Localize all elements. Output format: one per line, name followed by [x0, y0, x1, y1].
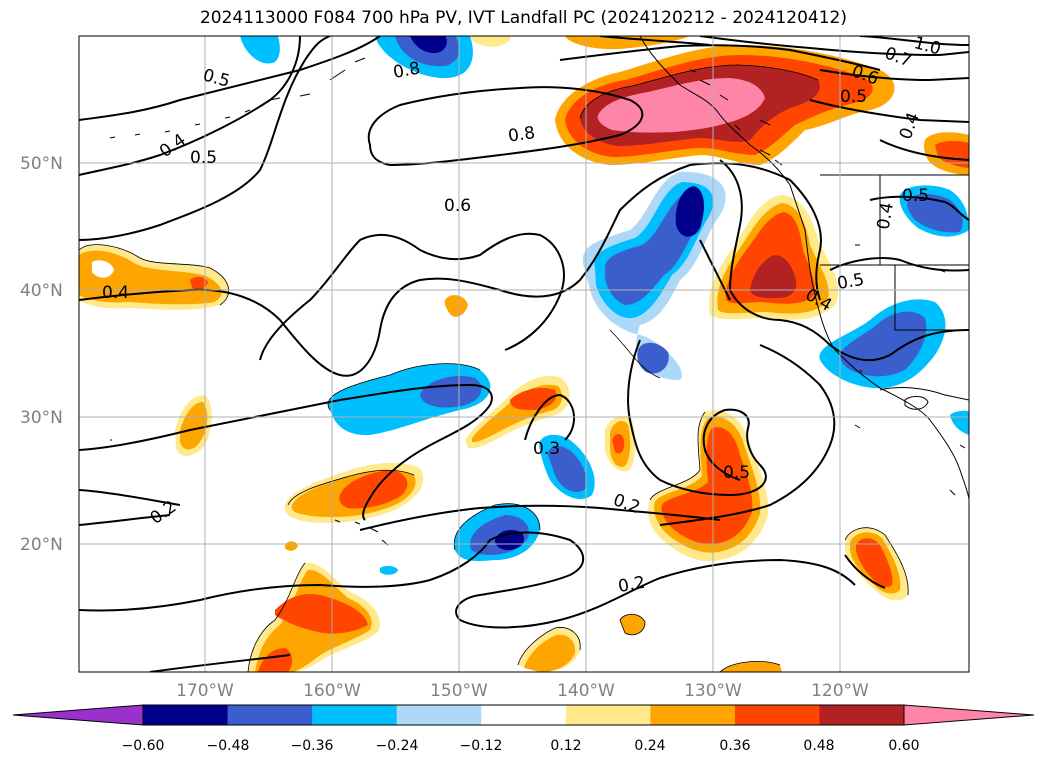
- colorbar-swatch: [734, 705, 820, 725]
- shading-outlines: [79, 64, 909, 672]
- contour-label: 0.8: [507, 123, 537, 147]
- colorbar-tick: −0.36: [291, 738, 334, 754]
- lon-label: 160°W: [303, 681, 361, 701]
- colorbar-tick: 0.48: [803, 738, 834, 754]
- colorbar-swatch: [143, 705, 229, 725]
- contour-lines: [79, 36, 969, 672]
- colorbar-swatch: [227, 705, 313, 725]
- graticule: [79, 36, 969, 672]
- colorbar: −0.60 −0.48 −0.36 −0.24 −0.12 0.12 0.24 …: [12, 704, 1035, 754]
- colorbar-swatch: [396, 705, 482, 725]
- colorbar-swatch: [650, 705, 736, 725]
- lon-label: 120°W: [811, 681, 869, 701]
- colorbar-ticks: −0.60 −0.48 −0.36 −0.24 −0.12 0.12 0.24 …: [122, 738, 920, 754]
- lon-label: 130°W: [684, 681, 742, 701]
- contour-label: 0.5: [190, 148, 217, 168]
- map-panel: 0.5 0.5 0.4 0.8 0.8 0.6 0.7 1.0 0.5 0.4 …: [79, 33, 969, 672]
- colorbar-frame: [142, 704, 905, 726]
- contour-label: 0.6: [444, 196, 471, 216]
- lat-label: 40°N: [20, 281, 63, 301]
- positive-shading: [79, 36, 969, 672]
- contour-label: 0.4: [102, 283, 129, 303]
- contour-label: 0.5: [723, 463, 750, 483]
- contour-label: 0.4: [874, 201, 898, 231]
- contour-label: 0.5: [840, 87, 867, 107]
- longitude-labels: 170°W 160°W 150°W 140°W 130°W 120°W: [176, 681, 869, 701]
- colorbar-tick: −0.48: [207, 738, 250, 754]
- lat-label: 30°N: [20, 408, 63, 428]
- colorbar-tick: 0.36: [719, 738, 750, 754]
- colorbar-swatches: [13, 705, 1034, 725]
- colorbar-swatch: [13, 705, 143, 725]
- colorbar-tick: −0.60: [122, 738, 165, 754]
- colorbar-swatch: [819, 705, 905, 725]
- map-frame: [78, 35, 970, 673]
- lat-label: 50°N: [20, 154, 63, 174]
- colorbar-swatch: [565, 705, 651, 725]
- contour-label: 1.0: [912, 33, 943, 59]
- colorbar-swatch: [481, 705, 567, 725]
- lon-label: 150°W: [430, 681, 488, 701]
- lon-label: 140°W: [557, 681, 615, 701]
- contour-label: 0.8: [392, 59, 422, 83]
- contour-label: 0.2: [617, 573, 647, 597]
- coastlines: [109, 36, 969, 546]
- colorbar-swatch: [312, 705, 398, 725]
- lat-label: 20°N: [20, 535, 63, 555]
- colorbar-tick: 0.12: [550, 738, 581, 754]
- lon-label: 170°W: [176, 681, 234, 701]
- colorbar-tick: 0.24: [634, 738, 665, 754]
- map-title: 2024113000 F084 700 hPa PV, IVT Landfall…: [199, 8, 847, 28]
- latitude-labels: 50°N 40°N 30°N 20°N: [20, 154, 63, 555]
- contour-label: 0.3: [533, 439, 560, 459]
- colorbar-tick: 0.60: [888, 738, 919, 754]
- contour-label: 0.5: [902, 186, 929, 206]
- colorbar-tick: −0.12: [460, 738, 503, 754]
- contour-label: 0.5: [836, 270, 866, 294]
- colorbar-swatch: [904, 705, 1034, 725]
- colorbar-tick: −0.24: [376, 738, 419, 754]
